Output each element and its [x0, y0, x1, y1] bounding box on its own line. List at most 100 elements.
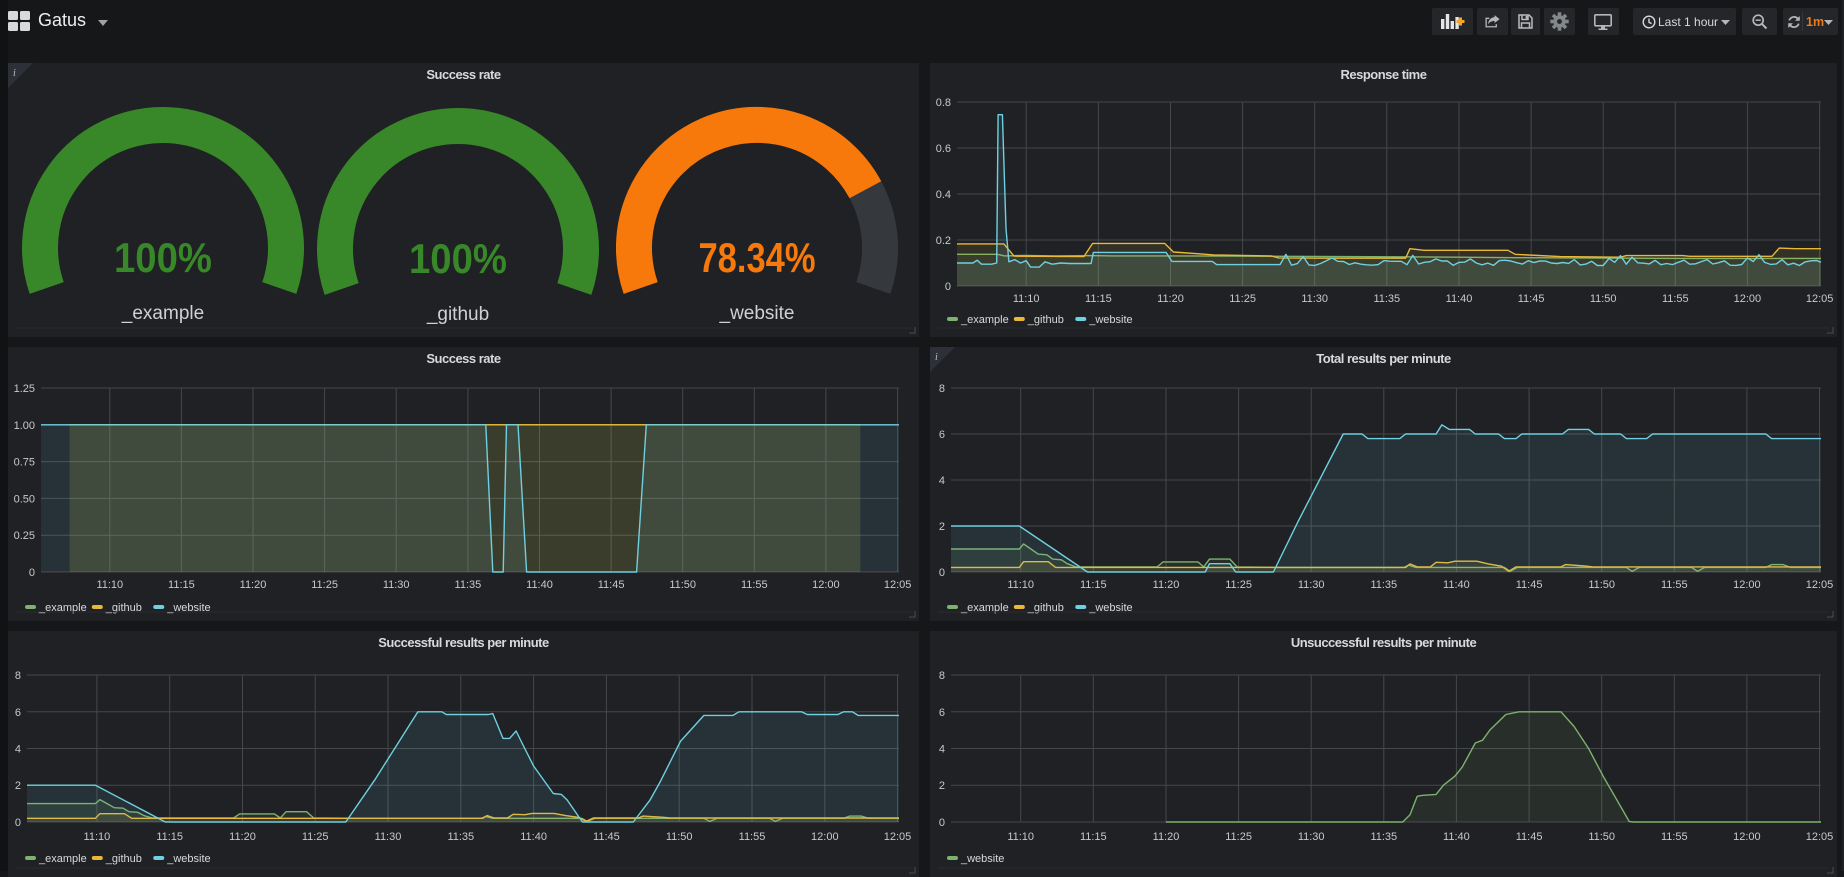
svg-text:100%: 100% [114, 234, 212, 281]
svg-text:12:00: 12:00 [1733, 579, 1761, 591]
svg-text:0: 0 [945, 281, 951, 293]
svg-text:_example: _example [38, 853, 87, 865]
svg-text:11:10: 11:10 [84, 831, 111, 843]
svg-text:2: 2 [939, 780, 945, 792]
svg-text:_github: _github [426, 304, 489, 325]
svg-text:11:40: 11:40 [1446, 293, 1473, 305]
svg-text:0.4: 0.4 [936, 189, 951, 201]
svg-text:11:55: 11:55 [1661, 831, 1688, 843]
svg-text:12:05: 12:05 [884, 831, 912, 843]
svg-text:11:50: 11:50 [1590, 293, 1617, 305]
svg-text:11:50: 11:50 [1588, 831, 1615, 843]
svg-text:4: 4 [939, 475, 945, 487]
svg-text:11:10: 11:10 [1007, 831, 1034, 843]
svg-text:8: 8 [15, 670, 21, 682]
svg-text:11:30: 11:30 [1298, 831, 1325, 843]
svg-text:12:05: 12:05 [1806, 579, 1834, 591]
svg-text:_website: _website [960, 853, 1004, 865]
svg-text:_github: _github [1027, 602, 1064, 614]
svg-text:11:25: 11:25 [1225, 831, 1252, 843]
svg-text:11:15: 11:15 [168, 579, 195, 591]
svg-text:_website: _website [166, 853, 210, 865]
svg-text:12:00: 12:00 [811, 831, 839, 843]
svg-text:11:55: 11:55 [739, 831, 766, 843]
svg-text:11:10: 11:10 [96, 579, 123, 591]
svg-text:11:10: 11:10 [1007, 579, 1034, 591]
svg-text:0: 0 [29, 567, 35, 579]
svg-text:11:20: 11:20 [229, 831, 256, 843]
svg-text:11:40: 11:40 [1443, 831, 1470, 843]
svg-text:11:40: 11:40 [526, 579, 553, 591]
svg-text:4: 4 [15, 744, 21, 756]
svg-text:_website: _website [166, 602, 210, 614]
svg-text:11:20: 11:20 [1157, 293, 1184, 305]
svg-text:11:20: 11:20 [240, 579, 267, 591]
svg-text:6: 6 [15, 707, 21, 719]
svg-text:11:30: 11:30 [375, 831, 402, 843]
svg-text:0: 0 [939, 567, 945, 579]
svg-text:100%: 100% [409, 235, 507, 282]
svg-text:12:00: 12:00 [812, 579, 840, 591]
svg-text:11:15: 11:15 [1080, 579, 1107, 591]
svg-text:0: 0 [15, 817, 21, 829]
svg-text:11:25: 11:25 [311, 579, 338, 591]
svg-text:11:55: 11:55 [1661, 579, 1688, 591]
svg-text:11:15: 11:15 [156, 831, 183, 843]
svg-text:8: 8 [939, 383, 945, 395]
svg-text:11:40: 11:40 [520, 831, 547, 843]
svg-text:8: 8 [939, 670, 945, 682]
svg-text:12:05: 12:05 [1806, 831, 1834, 843]
svg-text:_website: _website [1088, 314, 1132, 326]
svg-text:_example: _example [960, 314, 1009, 326]
svg-text:_example: _example [38, 602, 87, 614]
svg-text:i: i [13, 68, 16, 79]
svg-text:_example: _example [960, 602, 1009, 614]
svg-text:11:20: 11:20 [1153, 579, 1180, 591]
svg-text:4: 4 [939, 744, 945, 756]
svg-text:11:15: 11:15 [1085, 293, 1112, 305]
svg-text:11:35: 11:35 [1373, 293, 1400, 305]
svg-text:12:00: 12:00 [1734, 293, 1762, 305]
svg-text:12:00: 12:00 [1733, 831, 1761, 843]
svg-text:11:50: 11:50 [669, 579, 696, 591]
svg-text:11:15: 11:15 [1080, 831, 1107, 843]
svg-text:0.50: 0.50 [14, 493, 35, 505]
svg-text:2: 2 [939, 521, 945, 533]
svg-text:11:55: 11:55 [1662, 293, 1689, 305]
svg-text:0.75: 0.75 [14, 457, 35, 469]
svg-text:11:35: 11:35 [447, 831, 474, 843]
svg-text:11:45: 11:45 [593, 831, 620, 843]
svg-text:_github: _github [105, 853, 142, 865]
svg-text:11:35: 11:35 [1370, 579, 1397, 591]
svg-text:11:35: 11:35 [1370, 831, 1397, 843]
svg-text:_github: _github [1027, 314, 1064, 326]
svg-text:_github: _github [105, 602, 142, 614]
svg-text:0.8: 0.8 [936, 97, 951, 109]
svg-text:2: 2 [15, 780, 21, 792]
svg-text:0.6: 0.6 [936, 143, 951, 155]
svg-text:i: i [935, 352, 938, 363]
svg-text:0.2: 0.2 [936, 235, 951, 247]
svg-text:11:10: 11:10 [1013, 293, 1040, 305]
svg-text:11:30: 11:30 [1301, 293, 1328, 305]
svg-text:12:05: 12:05 [1806, 293, 1834, 305]
svg-text:11:45: 11:45 [1518, 293, 1545, 305]
svg-text:_website: _website [1088, 602, 1132, 614]
svg-text:11:20: 11:20 [1153, 831, 1180, 843]
svg-text:0.25: 0.25 [14, 530, 35, 542]
svg-text:11:30: 11:30 [383, 579, 410, 591]
svg-text:12:05: 12:05 [884, 579, 912, 591]
svg-text:78.34%: 78.34% [699, 234, 816, 281]
svg-text:_example: _example [121, 303, 204, 324]
svg-text:11:50: 11:50 [1588, 579, 1615, 591]
svg-text:11:50: 11:50 [666, 831, 693, 843]
svg-text:11:45: 11:45 [598, 579, 625, 591]
svg-text:6: 6 [939, 429, 945, 441]
svg-text:6: 6 [939, 707, 945, 719]
svg-text:0: 0 [939, 817, 945, 829]
svg-text:11:25: 11:25 [1225, 579, 1252, 591]
svg-text:_website: _website [719, 303, 795, 324]
svg-text:11:35: 11:35 [455, 579, 482, 591]
svg-text:11:45: 11:45 [1516, 579, 1543, 591]
svg-text:11:25: 11:25 [302, 831, 329, 843]
